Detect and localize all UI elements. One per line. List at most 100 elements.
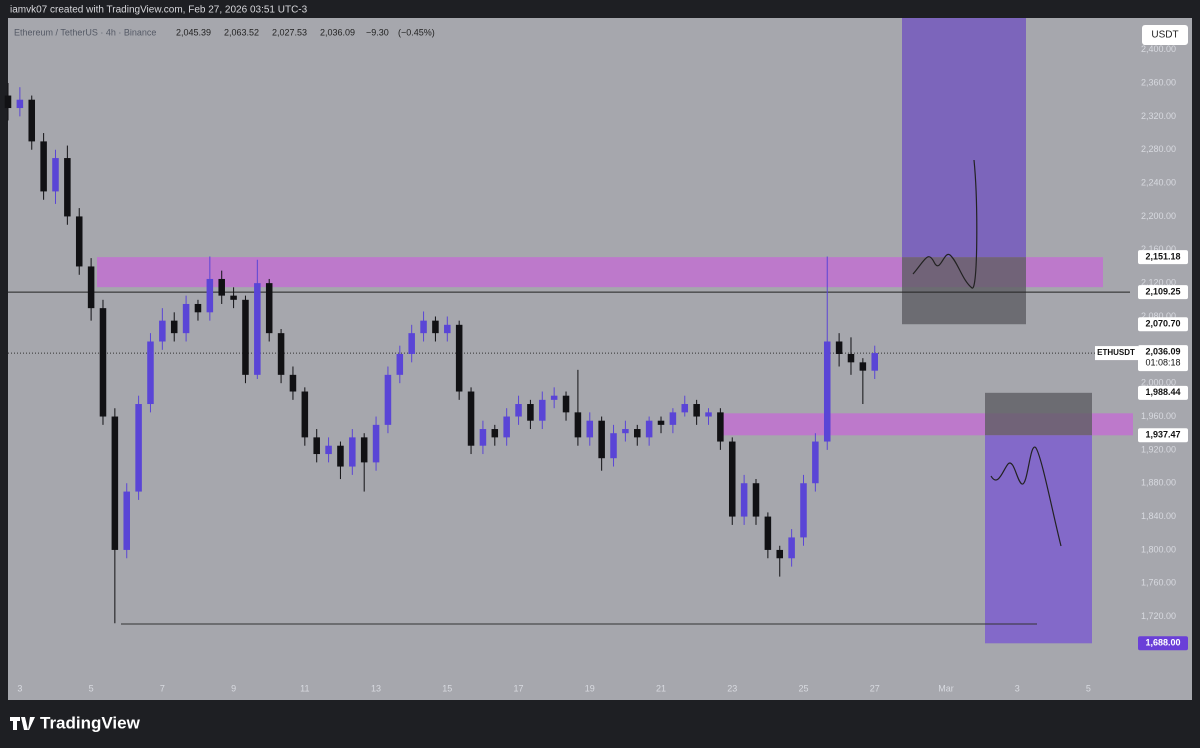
currency-button[interactable]: [1142, 25, 1188, 45]
price-label: 1,688.00: [1145, 638, 1180, 648]
candle-body: [159, 320, 166, 342]
logo-mark: [10, 717, 35, 730]
x-tick-label: 11: [300, 683, 309, 693]
short-stop-box: [985, 392, 1092, 436]
candle-body: [111, 416, 119, 550]
plot: 2,400.00 2,360.00 2,320.00 2,280.00 2,240.00…: [4, 18, 1188, 693]
ohlc-legend: 2,045.39 2,063.52 2,027.53 2,036.09 −9.30 (−0…: [176, 27, 435, 37]
y-tick-label: 1,960.00: [1141, 411, 1176, 421]
candle-body: [360, 437, 368, 463]
price-label: 1,937.47: [1145, 430, 1180, 440]
candle-body: [503, 416, 510, 438]
y-tick-label: 2,400.00: [1141, 44, 1176, 54]
x-tick-label: 3: [1015, 683, 1020, 693]
candle-body: [325, 445, 332, 455]
candle-body: [550, 395, 558, 400]
candle-body: [87, 266, 95, 309]
candle-body: [859, 362, 867, 371]
price-label-bg: [1138, 285, 1188, 300]
candle-body: [800, 483, 807, 538]
candle-body: [52, 158, 59, 192]
y-tick-label: 2,120.00: [1141, 278, 1176, 288]
candle-body: [265, 283, 273, 334]
candle-body: [788, 537, 795, 559]
candle-body: [740, 483, 748, 517]
last-price: 2,036.09: [1145, 346, 1180, 356]
x-tick-label: 3: [17, 683, 22, 693]
y-tick-label: 2,200.00: [1141, 211, 1176, 221]
y-tick-label: 1,760.00: [1141, 578, 1176, 588]
candle-body: [40, 141, 47, 192]
candle-body: [728, 441, 736, 517]
candle-body: [123, 491, 130, 550]
price-label: 2,109.25: [1145, 286, 1180, 296]
candle-body: [847, 353, 855, 363]
logo: TradingView: [10, 713, 141, 732]
price-label-bg: [1138, 385, 1188, 400]
candle-body: [170, 320, 178, 334]
candle-body: [16, 99, 24, 109]
y-tick-label: 2,280.00: [1141, 144, 1176, 154]
candle-body: [681, 404, 689, 413]
candle-body: [752, 483, 760, 517]
candle-body: [634, 429, 641, 438]
long-target-box: [902, 18, 1026, 258]
candle-body: [408, 333, 415, 354]
candle-body: [812, 441, 819, 484]
candle-body: [301, 391, 309, 438]
candle-body: [539, 399, 546, 421]
candle-body: [657, 420, 665, 425]
candle-body: [491, 429, 499, 438]
symbol-tag-bg: [1095, 346, 1138, 361]
candle-body: [467, 391, 475, 446]
x-tick-label: 5: [1086, 683, 1091, 693]
legend-value: 2,036.09: [320, 27, 355, 37]
legend-change-pct: (−0.45%): [398, 27, 435, 37]
candle-body: [64, 158, 71, 217]
candle-body: [206, 278, 214, 313]
x-tick-label: 27: [870, 683, 880, 693]
candle-body: [598, 420, 605, 459]
price-label: 2,070.70: [1145, 319, 1180, 329]
candle-body: [835, 341, 843, 354]
candle-body: [254, 283, 261, 375]
candle-body: [645, 420, 653, 438]
candle-body: [479, 429, 487, 446]
candle-body: [610, 433, 617, 459]
candle-body: [527, 404, 534, 421]
x-tick-label: 25: [798, 683, 808, 693]
candle-body: [396, 353, 404, 375]
long-stop-box: [902, 257, 1026, 325]
countdown: 01:08:18: [1145, 357, 1180, 367]
x-tick-label: Mar: [938, 683, 954, 693]
candle-body: [313, 437, 320, 455]
y-tick-label: 2,160.00: [1141, 244, 1176, 254]
legend-value: 2,027.53: [272, 27, 307, 37]
candle-body: [432, 320, 439, 334]
candle-body: [230, 295, 237, 300]
y-tick-label: 2,240.00: [1141, 177, 1176, 187]
price-label-bg: [1138, 250, 1188, 265]
drawing-up: [912, 159, 978, 289]
candle-body: [28, 99, 36, 142]
candle-body: [444, 324, 451, 334]
candle-body: [277, 333, 285, 375]
candle-body: [574, 412, 582, 438]
x-tick-label: 19: [585, 683, 595, 693]
candle-body: [242, 299, 249, 375]
y-tick-label: 1,800.00: [1141, 544, 1176, 554]
x-tick-label: 7: [160, 683, 165, 693]
candle-body: [871, 353, 878, 371]
candle-body: [384, 374, 392, 425]
candle-body: [349, 437, 356, 467]
candle-body: [337, 445, 344, 467]
y-tick-label: 1,840.00: [1141, 511, 1176, 521]
short-target-box: [985, 435, 1092, 644]
price-label: 1,988.44: [1145, 387, 1180, 397]
candle-body: [705, 412, 712, 417]
candle-body: [586, 420, 594, 438]
legend-value: 2,063.52: [224, 27, 259, 37]
candle-body: [420, 320, 427, 334]
